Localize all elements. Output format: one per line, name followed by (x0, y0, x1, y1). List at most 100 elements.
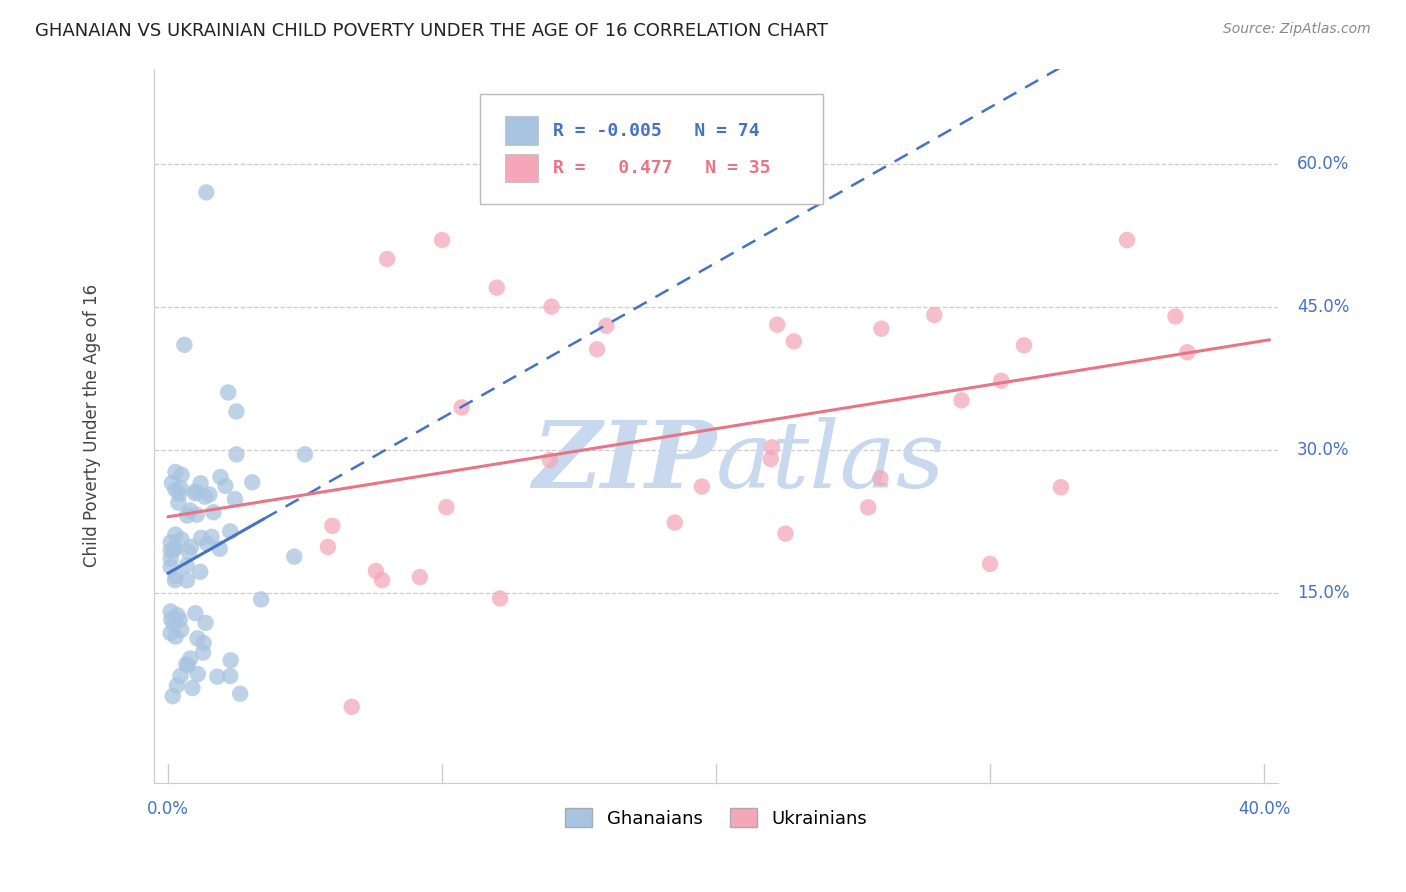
Point (194, 490, 217, 504)
Point (194, 615, 217, 630)
Point (364, 564, 387, 578)
Point (214, 479, 236, 493)
Point (191, 646, 214, 660)
Point (761, 440, 783, 454)
Point (240, 475, 263, 490)
Point (165, 527, 187, 541)
Point (162, 542, 184, 557)
Text: 30.0%: 30.0% (1296, 441, 1350, 458)
Point (198, 487, 221, 501)
Point (169, 669, 191, 683)
Point (283, 549, 305, 564)
Text: Source: ZipAtlas.com: Source: ZipAtlas.com (1223, 22, 1371, 37)
Point (489, 591, 512, 606)
Point (159, 535, 181, 549)
Point (177, 658, 200, 673)
Text: Child Poverty Under the Age of 16: Child Poverty Under the Age of 16 (83, 285, 101, 567)
Point (1164, 310, 1187, 324)
Point (207, 670, 229, 684)
Point (375, 252, 398, 266)
Point (1050, 480, 1073, 494)
Point (950, 393, 973, 408)
Point (166, 679, 188, 693)
Point (664, 516, 686, 530)
Point (160, 612, 183, 626)
Point (184, 606, 207, 620)
Point (162, 617, 184, 632)
Point (316, 540, 339, 554)
Point (1177, 345, 1199, 359)
Point (869, 471, 891, 485)
Point (924, 308, 946, 322)
Point (184, 486, 207, 500)
Point (208, 541, 231, 556)
Point (176, 508, 198, 523)
Point (160, 476, 183, 491)
Point (195, 536, 218, 550)
Point (181, 681, 204, 695)
Point (176, 657, 198, 672)
Point (169, 613, 191, 627)
Point (434, 500, 457, 515)
Point (165, 569, 187, 583)
Point (162, 689, 184, 703)
Point (195, 186, 218, 200)
Point (225, 404, 247, 418)
Point (180, 540, 202, 554)
Point (217, 385, 239, 400)
Text: 0.0%: 0.0% (148, 800, 188, 818)
Point (340, 699, 363, 714)
Point (163, 573, 186, 587)
Point (870, 321, 893, 335)
Point (294, 447, 316, 461)
Point (229, 687, 252, 701)
Point (224, 491, 246, 506)
Text: ZIP: ZIP (531, 417, 716, 507)
Legend: Ghanaians, Ukrainians: Ghanaians, Ukrainians (558, 801, 875, 835)
Point (485, 280, 508, 294)
Point (169, 481, 191, 495)
Point (219, 524, 242, 539)
Point (450, 401, 472, 415)
Point (759, 452, 782, 467)
Text: R = -0.005   N = 74: R = -0.005 N = 74 (553, 121, 759, 140)
Point (540, 300, 562, 314)
Point (990, 374, 1012, 388)
Point (165, 630, 187, 644)
Point (184, 484, 207, 499)
Point (690, 479, 713, 493)
Point (177, 545, 200, 559)
Point (856, 500, 879, 515)
Text: 40.0%: 40.0% (1237, 800, 1291, 818)
Point (162, 542, 184, 557)
Point (159, 551, 181, 566)
Point (186, 508, 208, 522)
Point (159, 604, 181, 618)
Point (188, 565, 211, 579)
Point (170, 533, 193, 547)
Point (209, 470, 232, 484)
Point (979, 557, 1001, 571)
Point (783, 334, 806, 349)
Point (179, 503, 201, 517)
Point (586, 343, 609, 357)
Point (219, 653, 242, 667)
Point (179, 651, 201, 665)
Point (371, 573, 394, 587)
Point (538, 453, 561, 467)
Point (167, 487, 190, 501)
Point (409, 570, 432, 584)
Point (775, 526, 797, 541)
Point (190, 531, 212, 545)
Point (176, 558, 198, 573)
Point (200, 530, 222, 544)
Point (173, 338, 195, 352)
Point (170, 623, 193, 637)
Point (166, 608, 188, 623)
Point (186, 632, 208, 646)
Text: GHANAIAN VS UKRAINIAN CHILD POVERTY UNDER THE AGE OF 16 CORRELATION CHART: GHANAIAN VS UKRAINIAN CHILD POVERTY UNDE… (35, 22, 828, 40)
Point (159, 626, 181, 640)
Point (167, 496, 190, 510)
Point (187, 667, 209, 681)
Point (430, 233, 453, 247)
